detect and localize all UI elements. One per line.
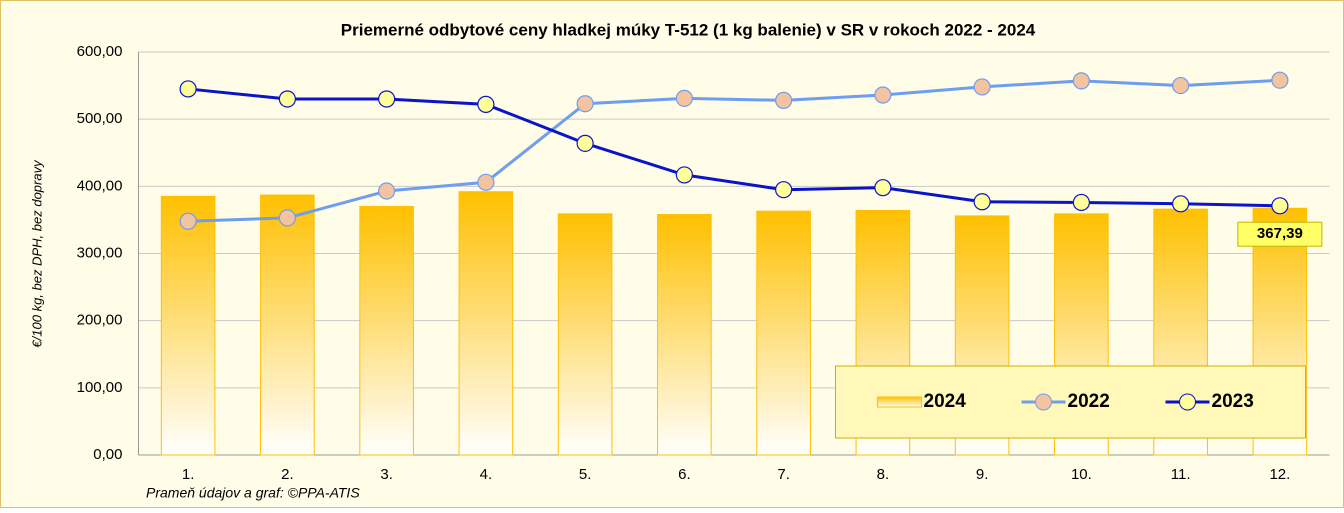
legend-swatch (877, 396, 922, 408)
bar (756, 210, 811, 456)
value-label: 367,39 (1257, 225, 1303, 242)
y-tick-label: 200,00 (77, 312, 123, 329)
legend-label: 2023 (1212, 391, 1254, 412)
line (188, 78, 1280, 223)
marker (576, 95, 594, 113)
x-tick-label: 9. (976, 466, 989, 483)
y-tick-label: 600,00 (77, 43, 123, 60)
marker (1172, 195, 1190, 213)
marker (973, 78, 991, 96)
marker (576, 134, 594, 152)
marker (477, 173, 495, 191)
marker (973, 193, 991, 211)
x-tick-label: 12. (1269, 466, 1290, 483)
x-tick-label: 3. (380, 466, 393, 483)
legend-label: 2024 (924, 391, 967, 412)
y-tick-label: 0,00 (93, 446, 122, 463)
chart-title: Priemerné odbytové ceny hladkej múky T-5… (341, 20, 1036, 39)
x-tick-label: 8. (877, 466, 890, 483)
x-tick-label: 11. (1171, 466, 1191, 483)
legend-label: 2022 (1068, 391, 1110, 412)
marker (675, 89, 693, 107)
x-tick-label: 4. (480, 466, 493, 483)
marker (1072, 193, 1090, 212)
bar (458, 191, 514, 456)
marker (775, 181, 793, 199)
x-tick-label: 6. (678, 466, 691, 483)
marker (179, 80, 197, 98)
y-tick-label: 500,00 (77, 110, 123, 127)
marker (675, 166, 693, 184)
marker (1271, 197, 1289, 215)
marker (775, 91, 793, 109)
bar (160, 195, 216, 456)
value-label-box (1237, 221, 1323, 247)
bar (359, 205, 414, 456)
x-tick-label: 2. (281, 466, 294, 483)
x-tick-label: 5. (579, 466, 592, 483)
source: Prameň údajov a graf: ©PPA-ATIS (146, 485, 360, 501)
x-tick-label: 7. (777, 466, 790, 483)
y-tick-label: 100,00 (77, 379, 123, 396)
bar (657, 214, 712, 456)
legend-marker (1035, 393, 1052, 411)
marker (278, 90, 296, 108)
y-tick-label: 400,00 (77, 177, 123, 194)
y-tick-label: 300,00 (77, 244, 123, 261)
marker (874, 179, 892, 197)
legend-marker (1179, 393, 1196, 411)
marker (179, 212, 197, 230)
bar (260, 194, 315, 456)
marker (1172, 76, 1190, 95)
marker (477, 95, 495, 113)
marker (1271, 71, 1289, 89)
y-axis-label: €/100 kg, bez DPH, bez dopravy (29, 159, 44, 348)
bar (557, 213, 613, 456)
marker (278, 209, 296, 227)
marker (378, 90, 396, 108)
x-tick-label: 10. (1071, 466, 1092, 483)
marker (874, 86, 892, 104)
line (187, 87, 1280, 208)
marker (1072, 72, 1090, 90)
x-tick-label: 1. (182, 466, 195, 483)
marker (378, 182, 396, 200)
